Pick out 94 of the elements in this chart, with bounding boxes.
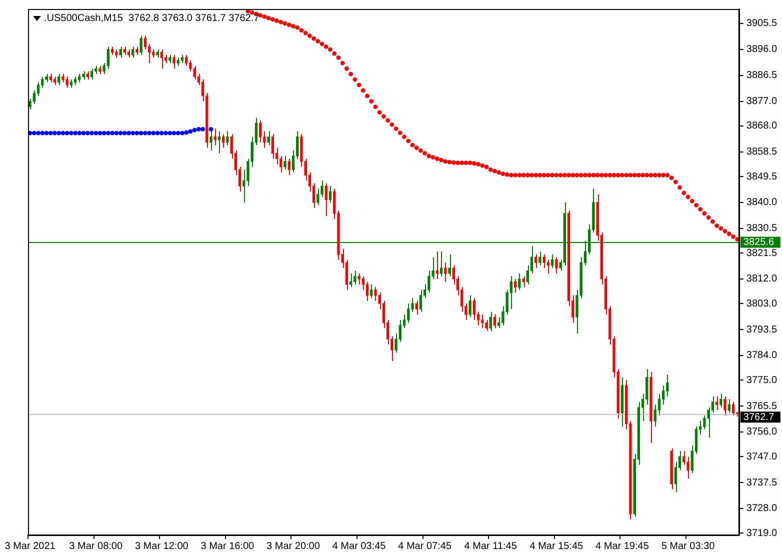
candlestick — [444, 262, 447, 282]
candlestick — [514, 278, 517, 294]
y-tick-label: 3877.0 — [746, 96, 778, 108]
candlestick — [140, 35, 142, 56]
y-tick-label: 3830.5 — [746, 223, 778, 234]
candlestick — [724, 396, 726, 416]
y-tick-label: 3747.0 — [746, 451, 778, 462]
candlestick — [58, 74, 60, 86]
candlestick — [316, 188, 320, 206]
candlestick — [538, 251, 542, 266]
y-tick-label: 3886.5 — [746, 70, 778, 82]
candlestick — [226, 130, 229, 146]
candlestick — [172, 54, 176, 70]
candlestick — [407, 303, 410, 324]
candlestick — [358, 273, 360, 285]
candlestick — [106, 46, 110, 70]
candlestick — [481, 314, 484, 329]
x-tick-label: 4 Mar 07:45 — [398, 540, 452, 552]
candlestick — [354, 270, 356, 285]
candlestick — [666, 374, 669, 397]
candlestick — [732, 401, 735, 416]
candlestick — [160, 48, 163, 70]
y-tick-label: 3784.0 — [746, 350, 778, 362]
candlestick — [119, 46, 122, 58]
candlestick — [184, 54, 188, 66]
candlestick — [218, 130, 221, 154]
y-tick-label: 3905.5 — [746, 18, 778, 30]
x-tick-label: 5 Mar 03:30 — [661, 540, 716, 552]
x-tick-label: 4 Mar 19:45 — [596, 540, 650, 552]
x-tick-label: 4 Mar 15:45 — [530, 540, 584, 552]
x-tick-label: 3 Mar 08:00 — [69, 540, 123, 552]
candlestick — [324, 182, 328, 217]
candlestick — [222, 134, 225, 148]
candlestick — [374, 286, 377, 302]
candlestick — [436, 251, 438, 280]
candlestick — [510, 276, 513, 310]
candlestick — [214, 128, 216, 146]
y-tick-label: 3803.0 — [746, 298, 778, 310]
candlestick — [284, 156, 286, 170]
candlestick — [522, 276, 525, 288]
x-tick-label: 3 Mar 16:00 — [200, 540, 255, 552]
candlestick — [259, 120, 262, 143]
y-tick-label: 3756.0 — [746, 426, 778, 438]
y-tick-label: 3821.5 — [746, 248, 778, 259]
y-tick-label: 3868.0 — [746, 120, 778, 132]
candlestick — [370, 284, 373, 299]
y-tick-label: 3896.0 — [746, 44, 778, 56]
candlestick — [419, 289, 422, 312]
candlestick — [728, 398, 730, 414]
y-tick-label: 3849.5 — [746, 171, 778, 182]
candlestick — [555, 256, 558, 274]
candlestick — [715, 396, 718, 411]
candlestick — [144, 35, 147, 50]
ref-line-label: 3825.6 — [743, 237, 774, 248]
candlestick — [90, 68, 94, 80]
y-tick-label: 3775.0 — [746, 374, 778, 386]
candlestick — [415, 300, 418, 315]
x-tick-label: 3 Mar 12:00 — [134, 540, 189, 552]
y-tick-label: 3840.0 — [746, 197, 778, 208]
ref-line-label: 3762.7 — [743, 412, 774, 423]
y-tick-label: 3793.5 — [746, 324, 778, 336]
candlestick — [518, 273, 521, 290]
x-tick-label: 4 Mar 03:45 — [332, 540, 386, 552]
x-tick-label: 3 Mar 20:00 — [266, 540, 320, 552]
candlestick — [66, 76, 68, 88]
candlestick — [489, 311, 492, 332]
y-tick-label: 3812.0 — [746, 274, 778, 285]
candlestick — [534, 254, 538, 269]
candlestick — [193, 65, 196, 80]
candlestick — [328, 186, 332, 203]
candlestick — [440, 251, 443, 277]
candlestick — [493, 314, 496, 329]
y-tick-label: 3728.0 — [746, 503, 778, 514]
candlestick — [550, 254, 554, 269]
candlestick — [720, 393, 722, 408]
candlestick — [132, 46, 134, 58]
y-tick-label: 3765.5 — [746, 400, 778, 412]
x-tick-label: 4 Mar 11:45 — [464, 540, 518, 552]
y-tick-label: 3719.0 — [746, 528, 778, 539]
candlestick — [366, 281, 369, 302]
candlestick — [542, 254, 546, 269]
candlestick — [546, 259, 550, 274]
candlestick — [448, 254, 451, 277]
candlestick — [468, 294, 472, 318]
x-tick-label: 3 Mar 2021 — [4, 540, 56, 552]
candlestick — [485, 319, 488, 332]
chart-title: .US500Cash,M15 3762.8 3763.0 3761.7 3762.7 — [44, 12, 260, 24]
candlestick — [472, 298, 476, 320]
candlestick — [288, 158, 290, 176]
candlestick — [271, 134, 274, 160]
y-tick-label: 3737.5 — [746, 477, 778, 488]
candlestick — [349, 273, 352, 288]
candlestick — [267, 130, 270, 146]
y-tick-label: 3858.5 — [746, 146, 778, 158]
